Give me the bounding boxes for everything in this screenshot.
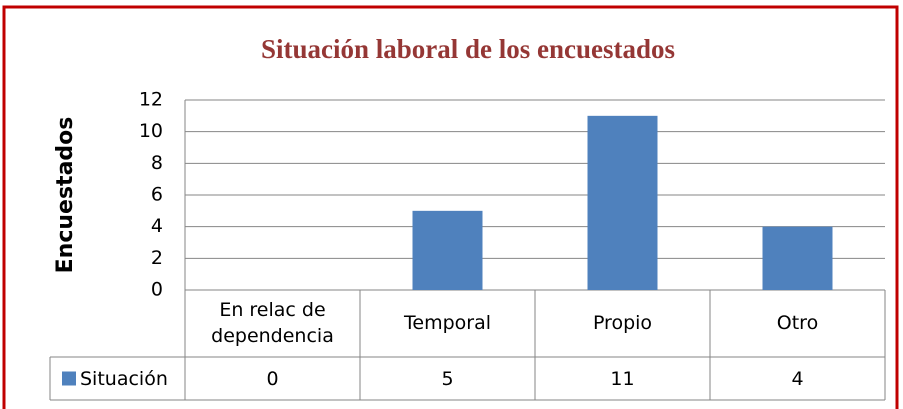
category-cell: Otro xyxy=(776,311,819,334)
chart-title: Situación laboral de los encuestados xyxy=(261,34,675,64)
x-tick-label: Otro xyxy=(776,311,819,334)
y-tick-label: 0 xyxy=(151,279,163,301)
frame xyxy=(2,5,899,409)
y-tick-label: 4 xyxy=(151,215,163,237)
table-value: 11 xyxy=(610,368,634,390)
bar xyxy=(412,210,483,290)
legend-label: Situación xyxy=(80,368,168,390)
y-tick-label: 10 xyxy=(139,120,163,142)
table-value: 4 xyxy=(791,368,803,390)
category-cell: En relac de dependencia xyxy=(211,298,334,347)
x-tick-label: En relac de dependencia xyxy=(211,298,334,347)
table-value: 0 xyxy=(266,368,278,390)
table-value: 5 xyxy=(441,368,453,390)
x-tick-label: Temporal xyxy=(404,311,491,334)
y-axis-label: Encuestados xyxy=(53,117,78,274)
y-tick-label: 8 xyxy=(151,152,163,174)
x-tick-label: Propio xyxy=(592,311,653,334)
bar xyxy=(587,115,658,290)
legend-key xyxy=(62,371,76,386)
category-cell: Propio xyxy=(592,311,653,334)
category-cell: Temporal xyxy=(404,311,491,334)
y-tick-label: 12 xyxy=(139,89,163,111)
bar xyxy=(762,226,833,290)
y-tick-label: 2 xyxy=(151,247,163,269)
y-tick-label: 6 xyxy=(151,184,163,206)
